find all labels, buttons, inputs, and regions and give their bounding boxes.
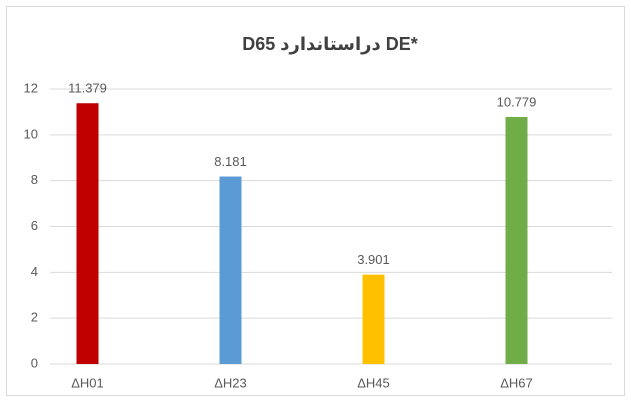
y-tick-label: 0 (31, 355, 38, 370)
data-label: 8.181 (214, 154, 247, 169)
data-label: 10.779 (497, 94, 537, 109)
bar (219, 176, 242, 364)
chart-border (6, 6, 625, 396)
bar (76, 103, 99, 364)
x-tick-label: ΔH23 (214, 375, 247, 390)
bar (362, 274, 385, 364)
x-tick-label: ΔH01 (71, 375, 104, 390)
y-tick-label: 12 (24, 80, 38, 95)
data-label: 11.379 (68, 81, 107, 96)
y-tick-label: 10 (24, 126, 38, 141)
data-label: 3.901 (357, 252, 390, 267)
bar (505, 116, 528, 364)
y-tick-label: 6 (31, 218, 38, 233)
y-tick-label: 2 (31, 310, 38, 325)
chart-title: D65 دراستاندارد DE* (242, 34, 418, 54)
y-tick-label: 8 (31, 172, 38, 187)
x-tick-label: ΔH67 (500, 375, 533, 390)
y-tick-label: 4 (31, 264, 38, 279)
x-tick-label: ΔH45 (357, 375, 390, 390)
